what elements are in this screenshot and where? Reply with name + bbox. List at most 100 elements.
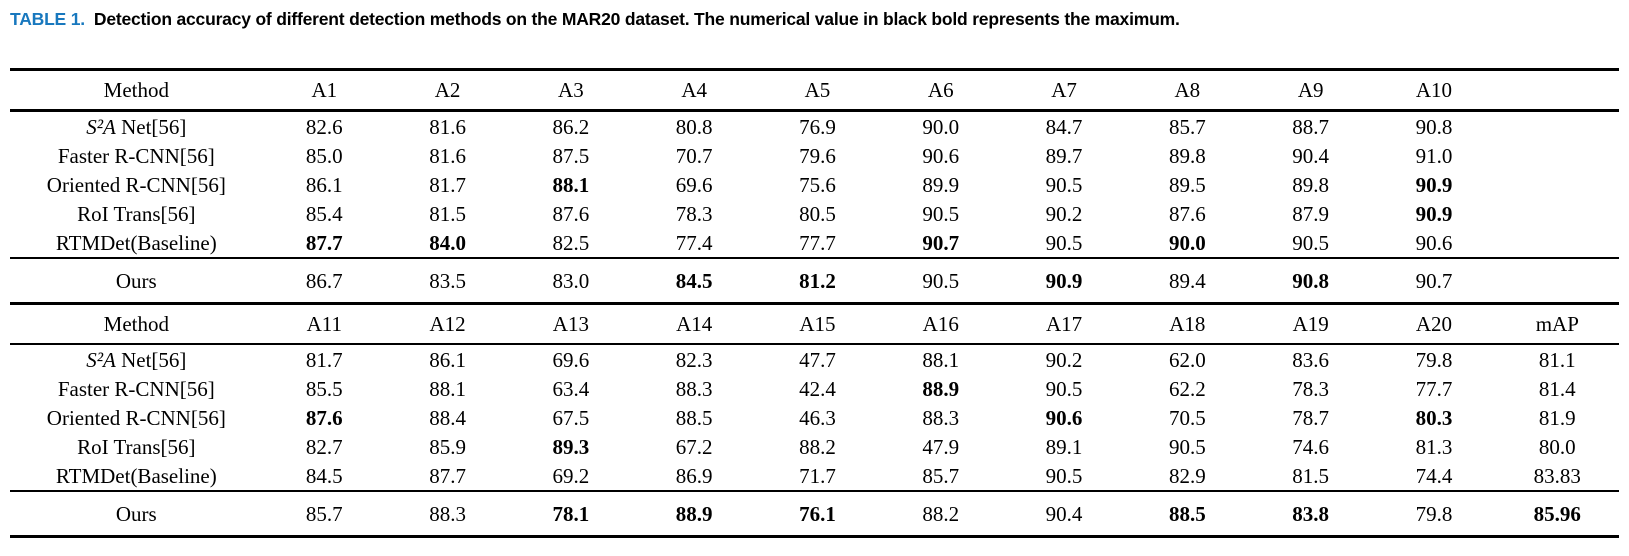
value-cell: 88.3 — [429, 502, 466, 526]
value-cell: 89.8 — [1168, 143, 1206, 168]
value-cell: 87.9 — [1292, 201, 1330, 226]
method-row: RTMDet(Baseline) 84.5 87.7 69.2 86.9 71.7 85.7… — [10, 461, 1619, 491]
method-cell: Faster R-CNN[56] — [10, 141, 263, 170]
value-cell: 62.0 — [1168, 347, 1206, 372]
value-cell: 85.7 — [1168, 114, 1206, 139]
method-name: RTMDet(Baseline) — [55, 230, 217, 255]
method-name: Oriented R-CNN[56] — [46, 405, 226, 430]
empty-cell — [1496, 170, 1619, 199]
value-cell: 82.9 — [1168, 463, 1206, 488]
method-row: RoI Trans[56] 85.4 81.5 87.6 78.3 80.5 90.5 90.… — [10, 199, 1619, 228]
value-cell: 81.1 — [1538, 347, 1576, 372]
value-cell: 82.3 — [675, 347, 713, 372]
value-cell: 80.5 — [799, 201, 836, 226]
value-cell: 89.9 — [922, 172, 960, 197]
table-section-a1-a10: Method A1 A2 A3 A4 A5 A6 A7 A8 A9 A10 S²A Net[56] 82… — [10, 69, 1619, 304]
value-cell: 86.1 — [305, 172, 343, 197]
method-cell: RTMDet(Baseline) — [10, 461, 263, 491]
col-header: mAP — [1535, 312, 1579, 336]
value-cell: 88.1 — [922, 347, 960, 372]
value-cell: 67.2 — [675, 434, 713, 459]
value-cell: 88.3 — [675, 376, 713, 401]
value-cell: 89.5 — [1168, 172, 1206, 197]
value-cell: 85.5 — [305, 376, 343, 401]
value-cell: 90.0 — [922, 114, 960, 139]
value-cell: 74.4 — [1415, 463, 1453, 488]
value-cell: 74.6 — [1292, 434, 1330, 459]
value-cell: 89.3 — [552, 434, 590, 459]
value-cell: 82.5 — [552, 230, 590, 255]
value-cell: 87.6 — [552, 201, 590, 226]
method-cell: Ours — [10, 491, 263, 537]
value-cell: 88.4 — [429, 405, 466, 430]
value-cell: 88.2 — [922, 502, 960, 526]
value-cell: 90.9 — [1045, 269, 1083, 293]
method-name: Ours — [115, 502, 157, 526]
value-cell: 81.7 — [305, 347, 343, 372]
value-cell: 84.7 — [1045, 114, 1083, 139]
value-cell: 80.8 — [675, 114, 713, 139]
method-name: Net[56] — [115, 347, 187, 372]
col-header-method: Method — [103, 312, 169, 336]
value-cell: 78.7 — [1292, 405, 1330, 430]
value-cell: 87.5 — [552, 143, 590, 168]
value-cell: 81.3 — [1415, 434, 1453, 459]
value-cell: 76.1 — [799, 502, 836, 526]
value-cell: 70.7 — [675, 143, 713, 168]
value-cell: 77.4 — [675, 230, 713, 255]
value-cell: 90.5 — [1045, 230, 1083, 255]
col-header: A13 — [552, 312, 589, 336]
value-cell: 91.0 — [1415, 143, 1453, 168]
col-header-method: Method — [103, 78, 169, 102]
value-cell: 81.9 — [1538, 405, 1576, 430]
ours-row: Ours 85.7 88.3 78.1 88.9 76.1 88.2 90.4 88.5 83.8… — [10, 491, 1619, 537]
col-header: A1 — [311, 78, 338, 102]
value-cell: 62.2 — [1168, 376, 1206, 401]
results-table: Method A1 A2 A3 A4 A5 A6 A7 A8 A9 A10 S²A Net[56] 82… — [10, 68, 1619, 538]
col-header: A18 — [1169, 312, 1206, 336]
method-cell: Oriented R-CNN[56] — [10, 170, 263, 199]
value-cell: 86.2 — [552, 114, 590, 139]
col-header: A19 — [1292, 312, 1329, 336]
value-cell: 88.2 — [799, 434, 836, 459]
value-cell: 83.0 — [552, 269, 590, 293]
value-cell: 78.1 — [552, 502, 590, 526]
col-header: A3 — [558, 78, 584, 102]
method-row: S²A Net[56] 81.7 86.1 69.6 82.3 47.7 88.1 90.2 6… — [10, 344, 1619, 374]
method-name: Faster R-CNN[56] — [57, 376, 215, 401]
col-header: A8 — [1174, 78, 1201, 102]
value-cell: 90.5 — [1045, 376, 1083, 401]
method-cell: RoI Trans[56] — [10, 199, 263, 228]
table-caption: TABLE 1. Detection accuracy of different … — [10, 7, 1619, 31]
value-cell: 90.5 — [1168, 434, 1206, 459]
value-cell: 76.9 — [799, 114, 836, 139]
method-cell: RoI Trans[56] — [10, 432, 263, 461]
value-cell: 82.7 — [305, 434, 343, 459]
col-header: A17 — [1045, 312, 1083, 336]
value-cell: 78.3 — [675, 201, 713, 226]
value-cell: 89.4 — [1168, 269, 1206, 293]
value-cell: 69.6 — [552, 347, 590, 372]
value-cell: 85.96 — [1533, 502, 1581, 526]
value-cell: 89.7 — [1045, 143, 1083, 168]
col-header: A10 — [1415, 78, 1453, 102]
value-cell: 88.5 — [675, 405, 713, 430]
value-cell: 90.9 — [1415, 201, 1453, 226]
value-cell: 83.8 — [1292, 502, 1330, 526]
value-cell: 90.8 — [1415, 114, 1453, 139]
value-cell: 79.6 — [799, 143, 836, 168]
value-cell: 81.6 — [429, 114, 466, 139]
method-name: Net[56] — [115, 114, 187, 139]
method-name: S²A — [86, 114, 116, 139]
header-row: Method A1 A2 A3 A4 A5 A6 A7 A8 A9 A10 — [10, 69, 1619, 111]
method-row: Oriented R-CNN[56] 86.1 81.7 88.1 69.6 75.6 89… — [10, 170, 1619, 199]
value-cell: 90.4 — [1045, 502, 1083, 526]
value-cell: 90.6 — [922, 143, 960, 168]
empty-cell — [1496, 258, 1619, 304]
value-cell: 88.1 — [552, 172, 590, 197]
value-cell: 90.2 — [1045, 347, 1083, 372]
value-cell: 85.7 — [922, 463, 960, 488]
col-header-empty — [1496, 70, 1619, 111]
value-cell: 81.6 — [429, 143, 466, 168]
